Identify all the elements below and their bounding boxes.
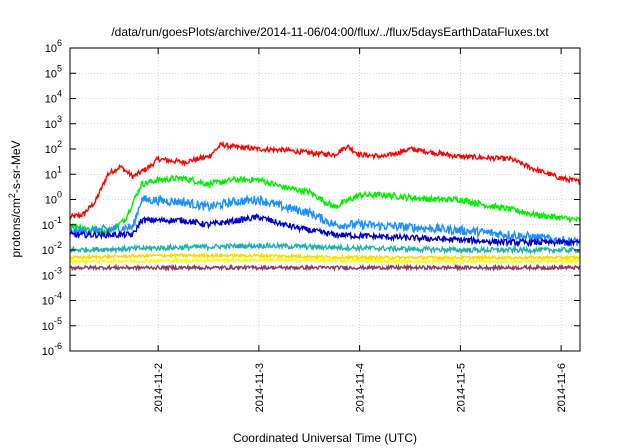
series-line-6 xyxy=(69,251,581,262)
series-line-5 xyxy=(69,240,581,255)
y-tick-exponent: 4 xyxy=(57,89,62,99)
y-tick-exponent: 5 xyxy=(57,63,62,73)
series-line-3 xyxy=(69,194,581,247)
y-tick-exponent: 6 xyxy=(57,38,62,48)
y-tick-exponent: -3 xyxy=(54,265,62,275)
y-tick-exponent: 1 xyxy=(57,164,62,174)
y-axis-label-superscript: 2 xyxy=(7,193,17,198)
y-tick-exponent: 3 xyxy=(57,114,62,124)
x-tick-label: 2014-11-3 xyxy=(254,363,266,412)
y-axis-label: protons/cm2-s-sr-MeV xyxy=(7,140,23,257)
chart-title: /data/run/goesPlots/archive/2014-11-06/0… xyxy=(111,25,549,39)
y-tick-exponent: -2 xyxy=(54,240,62,250)
x-tick-label: 2014-11-6 xyxy=(556,363,568,412)
x-axis-label: Coordinated Universal Time (UTC) xyxy=(233,431,417,445)
x-tick-label: 2014-11-4 xyxy=(355,363,367,412)
x-tick-label: 2014-11-2 xyxy=(153,363,165,412)
series-line-4 xyxy=(69,213,581,248)
y-tick-exponent: 0 xyxy=(57,190,62,200)
y-axis-label-part: -s-sr-MeV xyxy=(9,140,23,193)
series-line-7 xyxy=(69,256,581,266)
y-tick-exponent: 2 xyxy=(57,139,62,149)
y-tick-exponent: -6 xyxy=(54,341,62,351)
y-tick-exponent: -4 xyxy=(54,291,62,301)
series-layer xyxy=(69,140,581,272)
y-tick-exponent: -1 xyxy=(54,215,62,225)
x-tick-label: 2014-11-5 xyxy=(455,363,467,412)
grid-lines xyxy=(70,48,580,351)
y-axis-label-part: protons/cm xyxy=(9,198,23,257)
y-tick-exponent: -5 xyxy=(54,316,62,326)
series-line-1 xyxy=(69,140,581,220)
series-line-2 xyxy=(70,174,581,238)
series-line-8 xyxy=(69,263,580,272)
